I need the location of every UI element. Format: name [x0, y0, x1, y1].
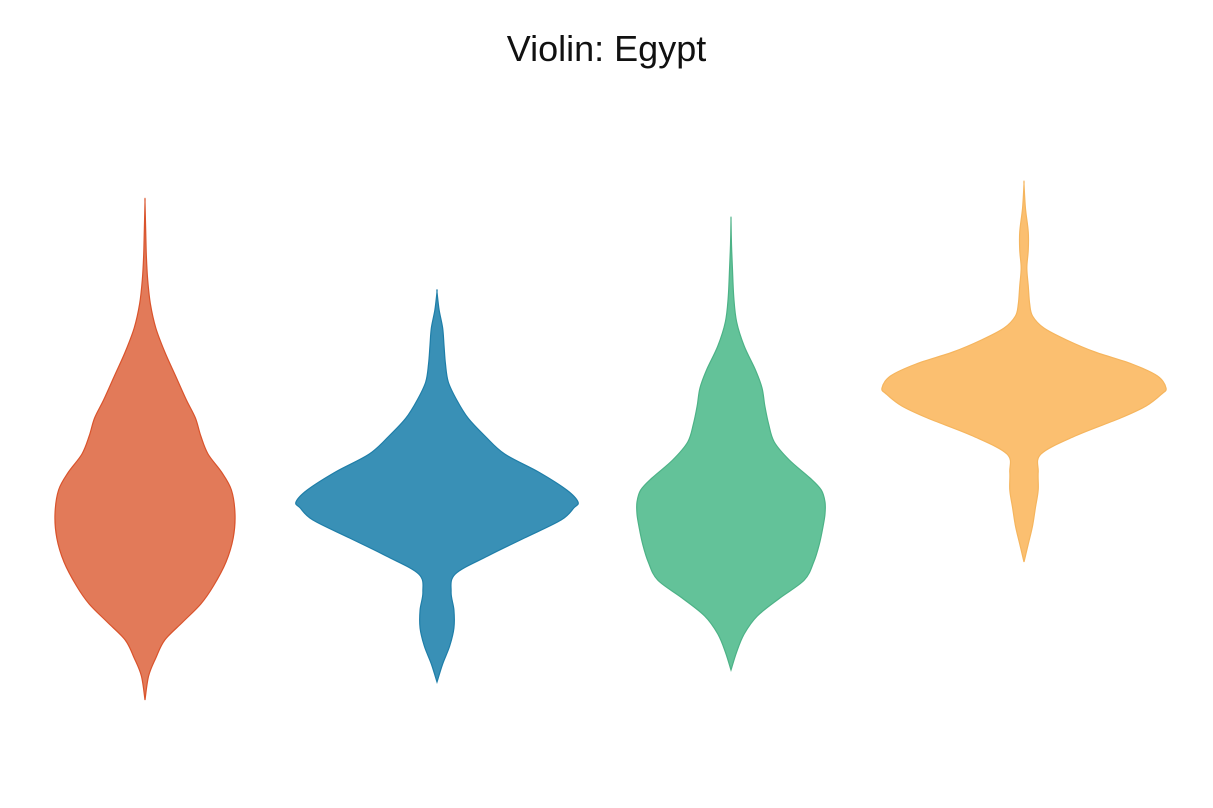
- violin-2: [295, 289, 579, 685]
- chart-title: Violin: Egypt: [506, 28, 707, 69]
- violin-3: [636, 216, 826, 673]
- violin-4: [881, 180, 1167, 563]
- violin-1: [54, 197, 236, 701]
